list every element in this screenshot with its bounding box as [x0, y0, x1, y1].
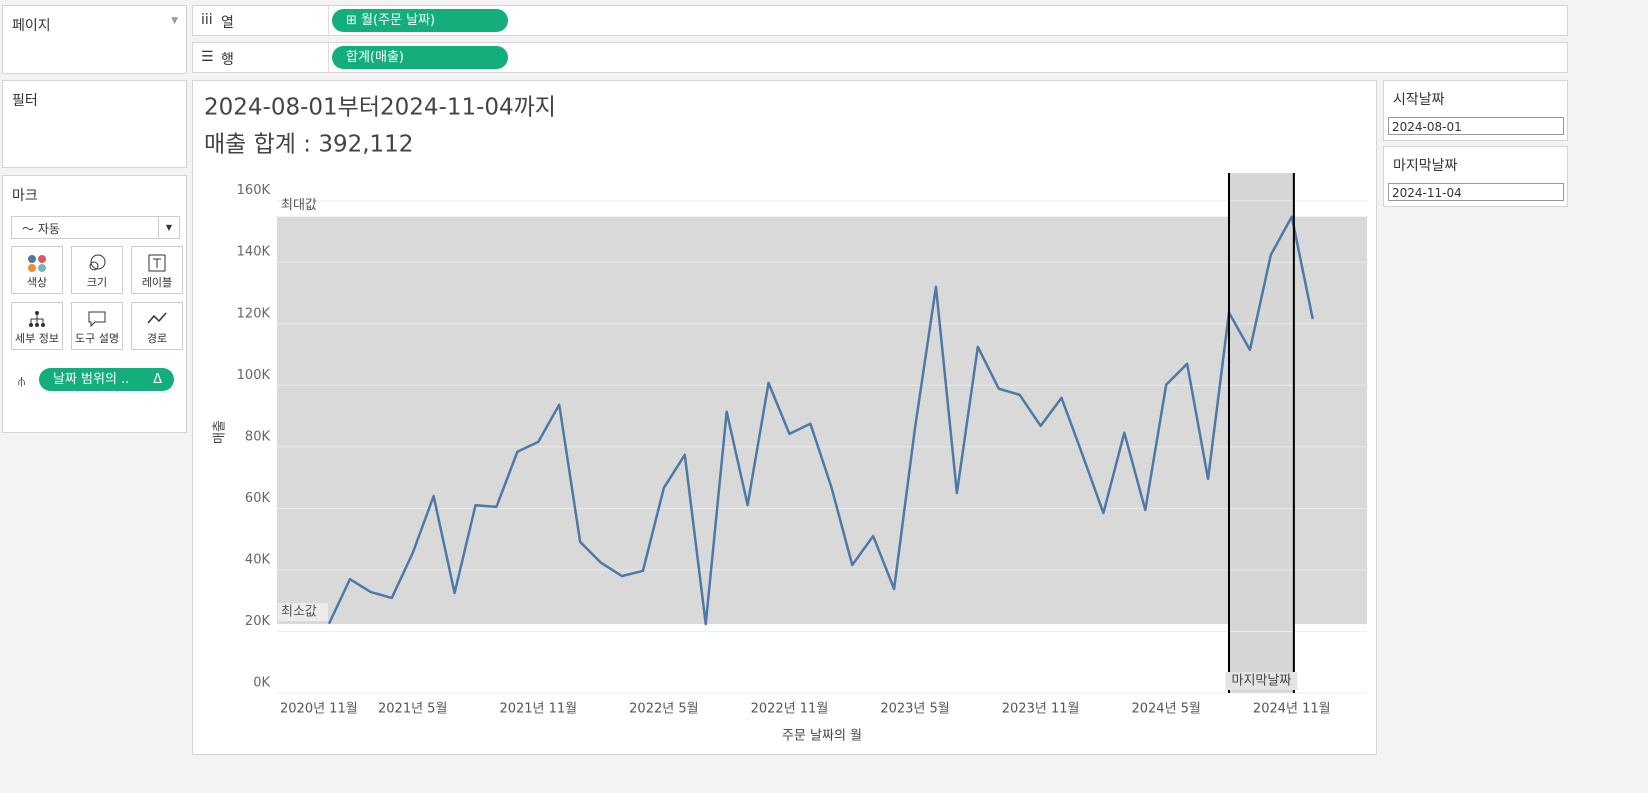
date-range-shade	[1228, 173, 1294, 693]
color-icon	[28, 255, 46, 272]
marks-pill[interactable]: 날짜 범위의 .. Δ	[39, 368, 174, 391]
rows-label: 행	[221, 52, 234, 68]
columns-shelf: iii 열 ⊞ 월(주문 날짜)	[192, 5, 1568, 36]
mark-type-dropdown[interactable]: 〜 자동 ▼	[11, 216, 180, 239]
y-tick-label: 160K	[237, 183, 271, 198]
button-label: 세부 정보	[15, 332, 59, 345]
chart-subtitle: 매출 합계 : 392,112	[204, 132, 413, 158]
x-tick-label: 2024년 5월	[1131, 702, 1200, 717]
rows-pill-text: 합계(매출)	[346, 50, 404, 65]
label-bg	[1225, 672, 1298, 690]
filters-card: 필터	[2, 80, 187, 168]
y-tick-label: 100K	[237, 368, 271, 383]
filters-title: 필터	[12, 93, 38, 109]
sales-line	[327, 215, 1314, 626]
dropdown-arrow: ▼	[158, 217, 179, 238]
end-date-label: 마지막날짜	[1232, 674, 1292, 689]
x-tick-label: 2021년 5월	[378, 702, 447, 717]
y-tick-label: 120K	[237, 306, 271, 321]
button-label: 크기	[86, 276, 108, 289]
x-axis-title: 주문 날짜의 월	[782, 729, 862, 744]
dropdown-arrow[interactable]: ▼	[171, 16, 178, 26]
button-label: 도구 설명	[75, 332, 119, 345]
path-button[interactable]: 경로	[131, 302, 183, 350]
button-label: 색상	[26, 276, 48, 289]
x-tick-label: 2023년 11월	[1002, 702, 1080, 717]
size-icon	[89, 254, 106, 271]
end-date-card: 마지막날짜 2024-11-04	[1383, 146, 1568, 207]
pill-plus: ⊞	[346, 13, 362, 28]
reference-band	[277, 216, 1367, 625]
y-axis-title: 매출	[213, 420, 228, 444]
tooltip-button[interactable]: 도구 설명	[71, 302, 123, 350]
detail-icon: ⫛	[18, 374, 26, 388]
pages-title: 페이지	[12, 18, 51, 34]
mark-type: 〜 자동	[22, 222, 60, 236]
detail-icon	[29, 311, 45, 327]
marks-title: 마크	[12, 188, 38, 204]
label-button[interactable]: 레이블	[131, 246, 183, 294]
end-date-input[interactable]: 2024-11-04	[1388, 183, 1564, 201]
x-tick-label: 2023년 5월	[880, 702, 949, 717]
x-tick-label: 2021년 11월	[499, 702, 577, 717]
y-tick-label: 60K	[245, 491, 271, 506]
x-tick-label: 2022년 11월	[751, 702, 829, 717]
y-tick-label: 20K	[245, 614, 271, 629]
y-tick-label: 140K	[237, 245, 271, 260]
mark-type-text: 자동	[37, 222, 60, 236]
columns-pill[interactable]: ⊞ 월(주문 날짜)	[332, 9, 508, 32]
rows-shelf: ☰ 행 합계(매출)	[192, 42, 1568, 73]
reference-max-label: 최대값	[281, 198, 317, 213]
view: 2024-08-01부터2024-11-04까지 매출 합계 : 392,112…	[192, 80, 1377, 755]
detail-button[interactable]: 세부 정보	[11, 302, 63, 350]
columns-label: 열	[221, 15, 234, 31]
path-icon	[147, 312, 167, 324]
rows-pill[interactable]: 합계(매출)	[332, 46, 508, 69]
rows-icon: ☰	[201, 49, 214, 65]
start-date-title: 시작날짜	[1393, 92, 1445, 108]
x-tick-label: 2024년 11월	[1253, 702, 1331, 717]
chart-title: 2024-08-01부터2024-11-04까지	[204, 95, 556, 121]
tooltip-icon	[88, 311, 106, 328]
columns-pill-text: 월(주문 날짜)	[361, 13, 436, 28]
button-label: 경로	[146, 332, 168, 345]
y-tick-label: 0K	[253, 676, 270, 691]
delta-icon: Δ	[153, 372, 162, 387]
start-date-card: 시작날짜 2024-08-01	[1383, 80, 1568, 141]
button-label: 레이블	[141, 276, 173, 289]
columns-icon: iii	[201, 12, 213, 28]
reference-min-label: 최소값	[281, 605, 317, 620]
size-button[interactable]: 크기	[71, 246, 123, 294]
x-tick-label: 2020년 11월	[280, 702, 358, 717]
marks-card: 마크 〜 자동 ▼ 색상 크기 레이블 세부 정보 도구 설명 경로 ⫛ 날짜 …	[2, 175, 187, 433]
label-icon	[148, 254, 166, 272]
marks-pill-text: 날짜 범위의 ..	[53, 372, 130, 387]
start-date-input[interactable]: 2024-08-01	[1388, 117, 1564, 135]
y-tick-label: 40K	[245, 552, 271, 567]
x-tick-label: 2022년 5월	[629, 702, 698, 717]
chart: 2024-08-01부터2024-11-04까지 매출 합계 : 392,112…	[204, 95, 1367, 744]
color-button[interactable]: 색상	[11, 246, 63, 294]
pages-card: 페이지 ▼	[2, 5, 187, 74]
end-date-title: 마지막날짜	[1393, 158, 1458, 174]
y-tick-label: 80K	[245, 429, 271, 444]
label-bg	[278, 603, 328, 622]
